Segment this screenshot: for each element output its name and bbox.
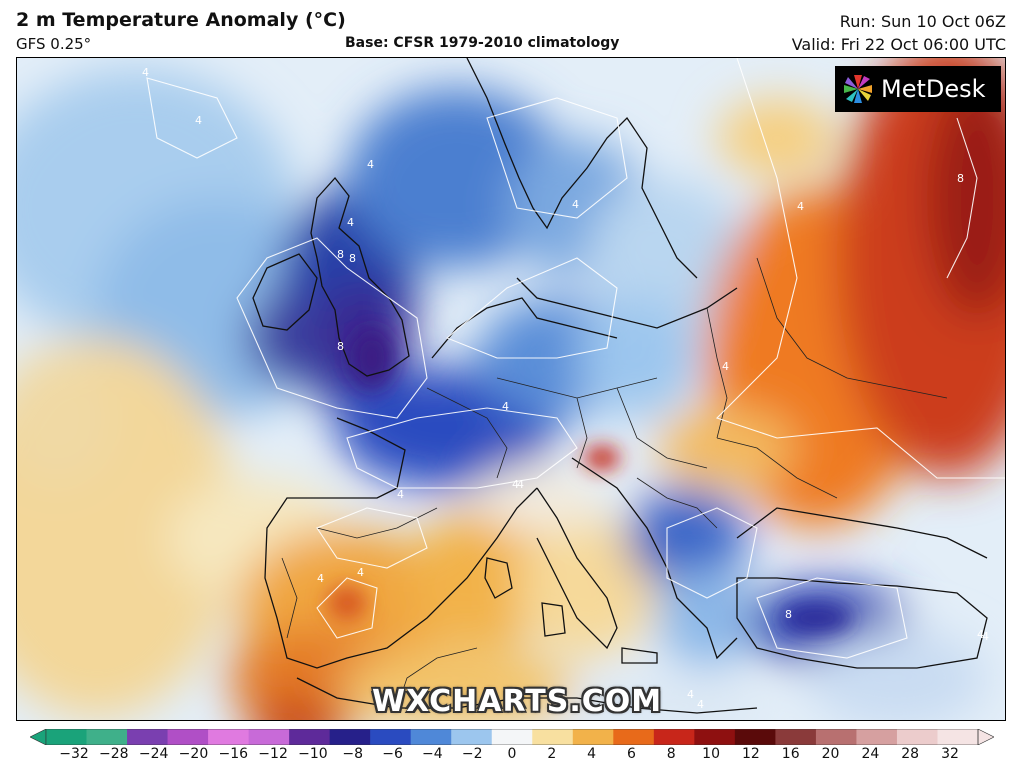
base-climatology-label: Base: CFSR 1979-2010 climatology: [345, 35, 620, 51]
colorbar-segment: [289, 729, 331, 745]
colorbar-segment: [86, 729, 128, 745]
colorbar-tick-label: −28: [99, 746, 129, 762]
contour-label: 4: [982, 630, 989, 643]
colorbar-segment: [167, 729, 209, 745]
colorbar-tick-label: −16: [218, 746, 249, 762]
colorbar-segment: [734, 729, 776, 745]
colorbar-tick-label: −32: [59, 746, 89, 762]
run-time-label: Run: Sun 10 Oct 06Z: [839, 12, 1006, 31]
metdesk-pinwheel-icon: [844, 75, 872, 103]
contour-label: 4: [797, 200, 804, 213]
colorbar-min-arrow: [30, 729, 47, 745]
anomaly-fill-detail: [327, 328, 852, 632]
colorbar-tick-label: −8: [342, 746, 364, 762]
contour-label: 4: [512, 478, 519, 491]
contour-label: 4: [347, 216, 354, 229]
colorbar-tick-label: 6: [626, 746, 636, 762]
colorbar-tick-label: 2: [547, 746, 557, 762]
colorbar-segment: [856, 729, 898, 745]
colorbar-segment: [410, 729, 452, 745]
colorbar-tick-label: 12: [741, 746, 760, 762]
colorbar-segment: [653, 729, 695, 745]
colorbar-tick-label: 24: [861, 746, 880, 762]
colorbar-segment: [896, 729, 938, 745]
colorbar-tick-label: −20: [178, 746, 209, 762]
contour-label: 4: [317, 572, 324, 585]
colorbar: [30, 729, 994, 745]
colorbar-tick-label: −24: [138, 746, 169, 762]
colorbar-segment: [815, 729, 857, 745]
colorbar-max-arrow: [977, 729, 994, 745]
colorbar-tick-label: 0: [507, 746, 517, 762]
contour-label: 4: [517, 478, 524, 491]
colorbar-labels: −32 −28 −24 −20 −16 −12 −10 −8 −6 −4 −2 0 2 4 6 8 10 12 16…: [0, 746, 1024, 770]
colorbar-segment: [208, 729, 250, 745]
colorbar-tick-label: −6: [382, 746, 403, 762]
colorbar-segment: [491, 729, 533, 745]
chart-title: 2 m Temperature Anomaly (°C): [16, 9, 346, 31]
contour-label: 4: [397, 488, 404, 501]
colorbar-segment: [329, 729, 371, 745]
colorbar-tick-label: 10: [702, 746, 720, 762]
contour-label: 4: [697, 698, 704, 711]
metdesk-logo-text: MetDesk: [881, 75, 986, 103]
colorbar-segment: [613, 729, 655, 745]
contour-label: 4: [687, 688, 694, 701]
metdesk-logo: MetDesk: [835, 66, 1001, 112]
contour-lines: [146, 58, 1005, 659]
colorbar-tick-label: −2: [461, 746, 483, 762]
colorbar-segment: [775, 729, 817, 745]
contour-label: 8: [785, 608, 792, 621]
colorbar-frame: [45, 729, 979, 745]
colorbar-segment: [248, 729, 290, 745]
contour-label: 8: [349, 252, 356, 265]
contour-label: 4: [722, 360, 729, 373]
colorbar-segment: [451, 729, 493, 745]
colorbar-tick-label: 8: [666, 746, 676, 762]
colorbar-segment: [694, 729, 736, 745]
contour-label: 4: [357, 566, 364, 579]
colorbar-tick-label: −4: [422, 746, 443, 762]
contour-label: 4: [142, 66, 149, 79]
country-borders: [281, 257, 948, 709]
contour-label: 4: [572, 198, 579, 211]
colorbar-segment: [937, 729, 979, 745]
colorbar-segment: [127, 729, 169, 745]
colorbar-tick-label: 28: [901, 746, 920, 762]
contour-label: 4: [367, 158, 374, 171]
contour-label: 4: [977, 628, 984, 641]
model-label: GFS 0.25°: [16, 35, 92, 53]
colorbar-tick-label: 20: [821, 746, 840, 762]
contour-label: 8: [337, 340, 344, 353]
contour-label: 8: [957, 172, 964, 185]
anomaly-map-canvas: 4 4 4 4 8 8 8 4 4 4 4 4 4 8 4 4 8 4 4 4 …: [17, 58, 1005, 720]
anomaly-fill: [17, 58, 1005, 720]
valid-time-label: Valid: Fri 22 Oct 06:00 UTC: [791, 35, 1006, 54]
wxcharts-watermark: WXCHARTS.COM: [372, 684, 663, 719]
contour-label: 4: [502, 400, 509, 413]
coastlines: [252, 58, 988, 714]
anomaly-map[interactable]: 4 4 4 4 8 8 8 4 4 4 4 4 4 8 4 4 8 4 4 4 …: [16, 57, 1006, 721]
colorbar-tick-label: −10: [298, 746, 328, 762]
colorbar-segment: [572, 729, 614, 745]
colorbar-tick-label: −12: [258, 746, 288, 762]
colorbar-segment: [532, 729, 574, 745]
colorbar-segment: [46, 729, 88, 745]
colorbar-tick-label: 16: [781, 746, 800, 762]
contour-label: 8: [337, 248, 344, 261]
contour-labels: 4 4 4 4 8 8 8 4 4 4 4 4 4 8 4 4 8 4 4 4 …: [142, 66, 989, 711]
colorbar-segment: [370, 729, 412, 745]
contour-label: 4: [195, 114, 202, 127]
colorbar-tick-label: 32: [941, 746, 959, 762]
colorbar-tick-label: 4: [587, 746, 597, 762]
